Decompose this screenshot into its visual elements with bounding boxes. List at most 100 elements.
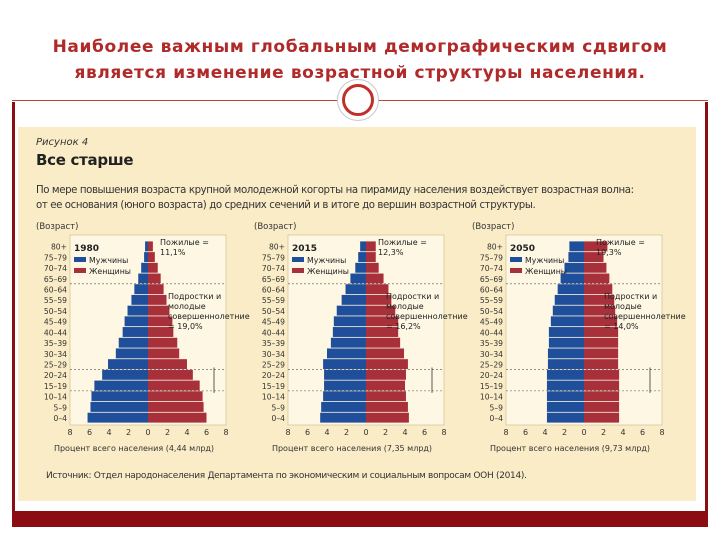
age-tick-label: 25–29: [262, 360, 285, 369]
x-tick-label: 2: [344, 428, 349, 437]
bar-male-1980: [87, 412, 148, 423]
bar-female-1980: [148, 305, 170, 316]
age-tick-label: 40–44: [44, 328, 67, 337]
x-tick-label: 8: [659, 428, 664, 437]
bar-male-1980: [90, 401, 148, 412]
bar-male-2050: [557, 284, 584, 295]
x-tick-label: 6: [523, 428, 528, 437]
bar-female-2015: [366, 391, 406, 402]
x-tick-label: 4: [106, 428, 111, 437]
bar-female-1980: [148, 327, 174, 337]
circle-badge: [337, 79, 379, 121]
bar-male-2015: [333, 316, 366, 327]
x-tick-label: 0: [145, 428, 150, 437]
bar-female-1980: [148, 412, 207, 423]
annotation-elderly-2015: Пожилые =: [378, 238, 427, 247]
bar-female-1980: [148, 284, 164, 295]
bar-female-2050: [584, 316, 618, 327]
bar-female-2015: [366, 348, 405, 359]
annotation-young-2015: совершеннолетние: [386, 312, 468, 321]
age-tick-label: 55–59: [480, 296, 503, 305]
annotation-young-1980: совершеннолетние: [168, 312, 250, 321]
bar-female-1980: [148, 252, 155, 263]
right-border: [705, 102, 708, 511]
x-tick-label: 0: [581, 428, 586, 437]
age-tick-label: 20–24: [44, 371, 67, 380]
age-tick-label: 30–34: [480, 350, 503, 359]
circle-ring-icon: [342, 84, 374, 116]
x-tick-label: 0: [363, 428, 368, 437]
age-tick-label: 25–29: [480, 360, 503, 369]
annotation-elderly-1980: Пожилые =: [160, 238, 209, 247]
annotation-young-2015: Подростки и: [386, 292, 439, 301]
legend-female-label: Женщины: [89, 267, 131, 276]
age-tick-label: 65–69: [480, 275, 503, 284]
bar-male-2015: [341, 294, 366, 305]
age-tick-label: 15–19: [44, 382, 67, 391]
slide-title: Наиболее важным глобальным демографическ…: [0, 34, 720, 86]
age-tick-label: 80+: [487, 243, 503, 252]
legend-female-swatch: [510, 268, 522, 273]
age-tick-label: 50–54: [480, 307, 503, 316]
bar-female-2050: [584, 380, 620, 391]
bar-female-2050: [584, 252, 604, 263]
bar-female-2015: [366, 241, 376, 252]
x-tick-label: 4: [402, 428, 407, 437]
bar-female-2015: [366, 412, 409, 423]
age-tick-label: 55–59: [262, 296, 285, 305]
age-tick-label: 70–74: [262, 264, 285, 273]
age-tick-label: 70–74: [480, 264, 503, 273]
bar-male-2015: [327, 348, 366, 359]
annotation-young-1980: Подростки и: [168, 292, 221, 301]
axis-title-1980: (Возраст): [36, 222, 78, 232]
bar-male-2015: [345, 284, 366, 295]
x-tick-label: 4: [620, 428, 625, 437]
x-tick-label: 2: [165, 428, 170, 437]
bar-male-2050: [546, 401, 584, 412]
age-tick-label: 45–49: [262, 318, 285, 327]
bar-female-2050: [584, 369, 620, 380]
x-tick-label: 6: [305, 428, 310, 437]
x-tick-label: 6: [422, 428, 427, 437]
bar-female-1980: [148, 294, 167, 305]
bar-male-2050: [568, 252, 584, 263]
bar-male-2015: [355, 262, 366, 273]
bar-female-2015: [366, 327, 399, 337]
bar-female-2015: [366, 380, 405, 391]
x-axis-label-2015: Процент всего населения (7,35 млрд): [272, 444, 432, 453]
bar-male-2050: [554, 294, 584, 305]
age-tick-label: 75–79: [44, 253, 67, 262]
x-tick-label: 8: [285, 428, 290, 437]
population-pyramids: (Возраст)19800–45–910–1415–1920–2425–293…: [36, 222, 686, 453]
bar-male-1980: [145, 241, 148, 252]
bar-male-2050: [546, 369, 584, 380]
age-tick-label: 30–34: [262, 350, 285, 359]
age-tick-label: 75–79: [262, 253, 285, 262]
bottom-bar: [12, 511, 708, 527]
x-tick-label: 6: [204, 428, 209, 437]
bar-male-1980: [138, 273, 148, 284]
bar-male-2050: [546, 391, 584, 402]
x-tick-label: 8: [67, 428, 72, 437]
annotation-young-2050: Подростки и: [604, 292, 657, 301]
age-tick-label: 5–9: [490, 403, 504, 412]
x-tick-label: 8: [503, 428, 508, 437]
axis-title-2015: (Возраст): [254, 222, 296, 232]
annotation-young-2050: молодые: [604, 302, 642, 311]
bar-male-1980: [108, 359, 148, 370]
bar-female-2015: [366, 262, 379, 273]
bar-male-1980: [115, 348, 148, 359]
x-tick-label: 6: [87, 428, 92, 437]
bar-male-2050: [548, 327, 584, 337]
bar-male-2050: [569, 241, 584, 252]
age-tick-label: 30–34: [44, 350, 67, 359]
bar-female-1980: [148, 401, 204, 412]
x-tick-label: 2: [126, 428, 131, 437]
bar-male-2015: [336, 305, 366, 316]
bar-male-2015: [360, 241, 366, 252]
bar-male-2050: [546, 380, 584, 391]
legend-male-swatch: [292, 257, 304, 262]
x-axis-label-2050: Процент всего населения (9,73 млрд): [490, 444, 650, 453]
bar-male-1980: [141, 262, 148, 273]
bar-female-2015: [366, 369, 406, 380]
